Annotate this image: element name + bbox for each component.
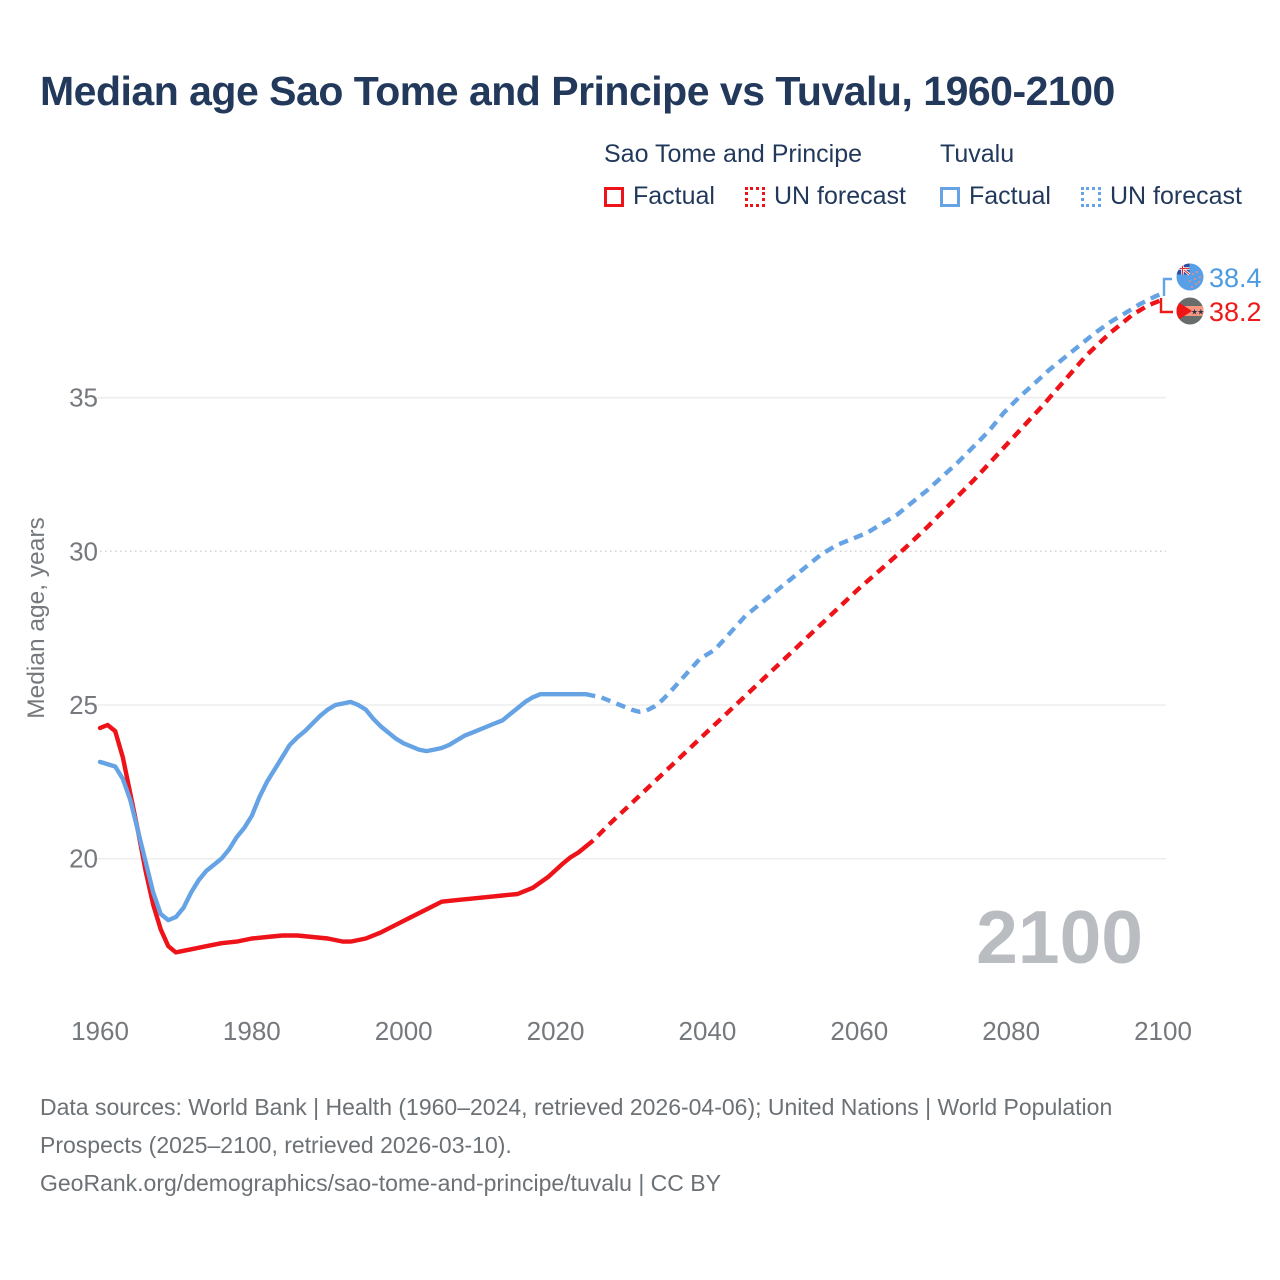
solid-red-swatch-icon — [604, 186, 624, 207]
y-tick-label: 25 — [69, 690, 98, 720]
x-tick-label: 2000 — [375, 1016, 433, 1046]
legend-item-label: UN forecast — [1109, 182, 1242, 210]
x-tick-label: 2020 — [527, 1016, 585, 1046]
y-tick-label: 20 — [69, 844, 98, 874]
tuvalu-end-value: 38.4 — [1209, 263, 1262, 293]
x-tick-label: 2040 — [679, 1016, 737, 1046]
sao-tome-flag-icon: ★ ★ — [1176, 297, 1204, 325]
legend-item-tuvalu-forecast: UN forecast — [1080, 182, 1242, 211]
legend-group-tuvalu: Tuvalu Factual UN forecast — [940, 140, 1242, 211]
series-line — [97, 692, 589, 923]
x-tick-label: 2100 — [1134, 1016, 1192, 1046]
legend-item-label: Factual — [633, 182, 715, 210]
series-line — [585, 291, 1164, 714]
data-sources-text: Data sources: World Bank | Health (1960–… — [40, 1094, 1113, 1158]
legend-item-label: UN forecast — [773, 182, 906, 210]
watermark-year: 2100 — [976, 895, 1143, 979]
footer: Data sources: World Bank | Health (1960–… — [40, 1088, 1140, 1202]
x-tick-label: 2060 — [830, 1016, 888, 1046]
series-line — [584, 297, 1164, 849]
legend-item-sao-tome-factual: Factual — [604, 182, 715, 211]
legend-item-label: Factual — [969, 182, 1051, 210]
tuvalu-flag-icon — [1176, 263, 1204, 291]
x-tick-label: 1960 — [71, 1016, 129, 1046]
legend: Sao Tome and Principe Factual UN forecas… — [604, 140, 1242, 211]
legend-group-label: Sao Tome and Principe — [604, 140, 863, 168]
tuvalu-endpoint-connector — [1162, 277, 1172, 296]
svg-text:★: ★ — [1197, 307, 1204, 316]
dotted-blue-swatch-icon — [1080, 186, 1101, 207]
legend-item-tuvalu-factual: Factual — [940, 182, 1051, 211]
legend-item-sao-tome-forecast: UN forecast — [744, 182, 906, 211]
sao-tome-endpoint-connector — [1159, 298, 1173, 314]
attribution-link: GeoRank.org/demographics/sao-tome-and-pr… — [40, 1170, 721, 1196]
x-tick-label: 1980 — [223, 1016, 281, 1046]
sao-tome-end-value: 38.2 — [1209, 297, 1262, 327]
legend-group-sao-tome: Sao Tome and Principe Factual UN forecas… — [604, 140, 940, 211]
solid-blue-swatch-icon — [940, 186, 960, 207]
svg-text:★: ★ — [1191, 307, 1198, 316]
y-tick-label: 30 — [69, 536, 98, 566]
dotted-red-swatch-icon — [744, 186, 765, 207]
x-tick-label: 2080 — [982, 1016, 1040, 1046]
y-tick-label: 35 — [69, 383, 98, 413]
chart-title: Median age Sao Tome and Principe vs Tuva… — [40, 68, 1115, 114]
y-axis-title: Median age, years — [23, 517, 50, 719]
series-line — [97, 722, 589, 955]
legend-group-label: Tuvalu — [940, 140, 1015, 168]
